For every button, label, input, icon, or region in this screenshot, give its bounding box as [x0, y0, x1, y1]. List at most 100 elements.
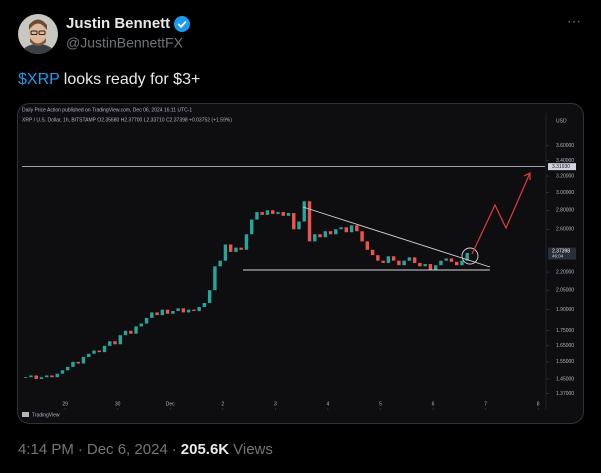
x-tick-label: 8 — [537, 401, 540, 407]
author-name[interactable]: Justin Bennett — [66, 15, 170, 32]
tweet-body: looks ready for $3+ — [64, 71, 201, 88]
view-count: 205.6K — [181, 441, 230, 458]
candle — [60, 370, 65, 374]
y-tick-label: 2.80000 — [556, 208, 574, 214]
x-tick-label: 2 — [221, 401, 224, 407]
resistance-line — [302, 206, 491, 268]
candle — [249, 219, 254, 235]
candle — [192, 309, 196, 312]
source-icon — [22, 412, 29, 417]
level-label: 3.31930 — [552, 164, 570, 170]
candle — [171, 311, 175, 314]
candle — [87, 353, 91, 357]
candle — [44, 375, 49, 378]
candle — [129, 330, 133, 334]
candle — [165, 309, 170, 314]
date[interactable]: Dec 6, 2024 — [87, 441, 168, 458]
level-tag — [548, 163, 576, 171]
y-tick-label: 3.60000 — [556, 143, 574, 149]
y-tick-label: 1.65000 — [556, 343, 574, 349]
candle — [202, 303, 207, 307]
candle — [376, 255, 380, 261]
candle — [349, 225, 354, 233]
y-tick-label: 2.60000 — [556, 227, 574, 233]
y-tick-label: 3.40000 — [556, 158, 574, 164]
y-tick-label: 3.20000 — [556, 173, 574, 179]
candle — [355, 225, 359, 232]
views-label: Views — [233, 441, 273, 458]
x-tick-label: 4 — [327, 401, 330, 407]
candle — [439, 260, 443, 266]
candle — [460, 260, 464, 266]
candle — [449, 258, 454, 262]
candle — [381, 260, 385, 263]
candle — [334, 229, 338, 235]
image-frame — [17, 103, 584, 424]
candle — [418, 262, 422, 267]
candle — [407, 257, 412, 261]
x-tick-label: Dec — [166, 401, 175, 407]
y-tick-label: 1.75000 — [556, 328, 574, 334]
candle — [370, 249, 375, 256]
candle — [344, 227, 349, 233]
avatar[interactable] — [18, 14, 58, 68]
author-handle[interactable]: @JustinBennettFX — [66, 35, 184, 51]
candle — [118, 335, 123, 345]
cashtag[interactable]: $XRP — [18, 71, 60, 88]
chart-image[interactable]: Daily Price Action published on TradingV… — [17, 103, 584, 424]
candle — [465, 253, 469, 261]
candle — [223, 244, 228, 261]
candle — [29, 375, 33, 378]
y-tick-label: 1.45000 — [556, 376, 574, 382]
y-tick-label: 1.37000 — [556, 391, 574, 397]
candle — [323, 231, 327, 238]
candle — [213, 266, 217, 291]
candle — [234, 247, 238, 252]
candle — [292, 213, 296, 230]
separator: · — [172, 441, 177, 458]
chart-subtitle: XRP / U.S. Dollar, 1h, BITSTAMP O2.35680… — [22, 117, 232, 123]
candle — [228, 244, 233, 252]
candle — [286, 213, 291, 216]
candle — [97, 350, 101, 353]
candle — [139, 323, 144, 327]
candle — [66, 366, 70, 371]
candle — [328, 231, 333, 235]
x-tick-label: 5 — [379, 401, 382, 407]
candle — [265, 210, 270, 215]
candle — [433, 265, 438, 270]
tweet-meta: 4:14 PM · Dec 6, 2024 · 205.6K Views — [18, 441, 273, 458]
x-tick-label: 3 — [274, 401, 277, 407]
candle — [397, 260, 401, 266]
candle — [76, 361, 80, 364]
candle — [81, 356, 86, 364]
candle — [123, 330, 128, 336]
candle — [207, 290, 212, 304]
candle — [108, 341, 112, 346]
candle — [244, 234, 249, 250]
candle — [197, 306, 201, 312]
candle — [318, 234, 322, 238]
candle — [271, 210, 275, 214]
more-button[interactable]: ··· — [567, 13, 581, 29]
separator: · — [78, 441, 83, 458]
plot: 3.60000 3.40000 3.20000 3.00000 2.80000 2.600… — [22, 143, 576, 410]
candle — [313, 234, 317, 242]
candle — [339, 227, 343, 230]
currency-label: USD — [556, 118, 567, 124]
y-tick-label: 3.00000 — [556, 190, 574, 196]
last-price-label: 2.37398 — [552, 248, 570, 254]
time[interactable]: 4:14 PM — [18, 441, 74, 458]
x-tick-label: 6 — [432, 401, 435, 407]
candle — [276, 212, 280, 214]
x-tick-label: 7 — [484, 401, 487, 407]
candle — [307, 201, 312, 242]
candle — [302, 201, 306, 222]
candle — [297, 221, 301, 230]
candle — [39, 377, 44, 379]
candle — [134, 326, 138, 334]
candle — [260, 212, 264, 215]
y-tick-label: 1.90000 — [556, 307, 574, 313]
y-tick-label: 2.20000 — [556, 269, 574, 275]
